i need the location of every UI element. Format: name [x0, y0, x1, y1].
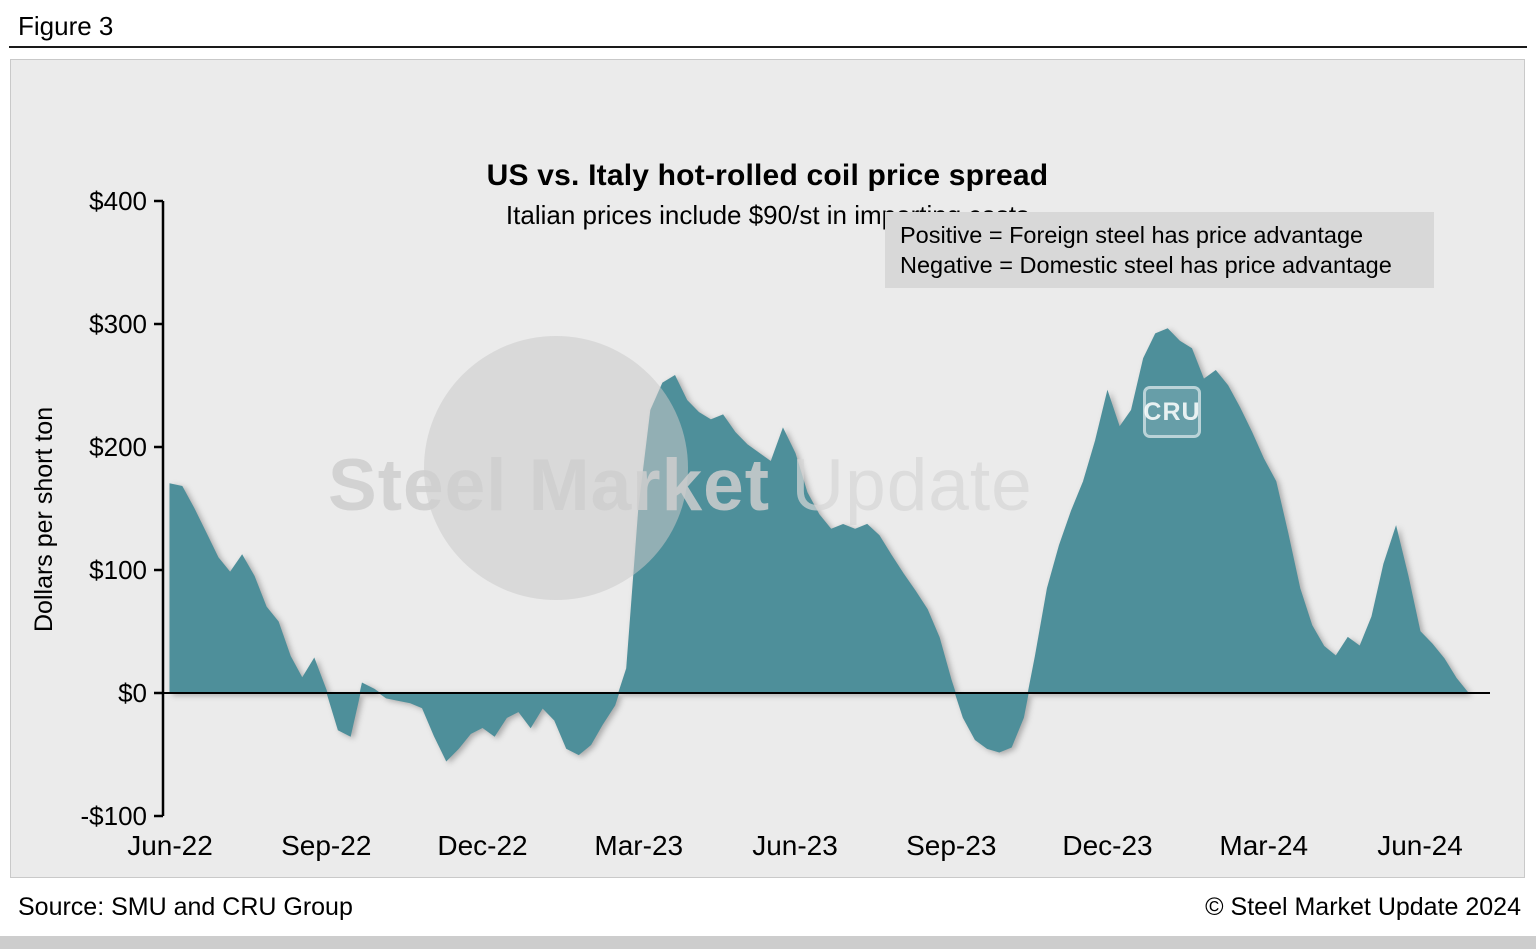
y-tick-label: -$100: [80, 801, 148, 831]
x-tick-label: Jun-24: [1377, 830, 1463, 861]
x-tick-label: Mar-24: [1219, 830, 1309, 861]
x-tick-label: Jun-23: [752, 830, 838, 861]
copyright-notice: © Steel Market Update 2024: [1205, 893, 1521, 921]
x-tick-label: Jun-22: [127, 830, 213, 861]
figure-label: Figure 3: [18, 11, 114, 41]
x-tick-label: Sep-22: [281, 830, 372, 861]
y-tick-label: $400: [89, 186, 147, 216]
bottom-strip: [0, 936, 1536, 949]
source-credit: Source: SMU and CRU Group: [18, 893, 353, 921]
y-tick-label: $200: [89, 432, 147, 462]
x-tick-label: Dec-22: [437, 830, 528, 861]
legend-line-positive: Positive = Foreign steel has price advan…: [900, 222, 1364, 248]
y-tick-label: $300: [89, 309, 147, 339]
x-tick-label: Mar-23: [594, 830, 684, 861]
header-rule: [9, 46, 1527, 48]
legend-line-negative: Negative = Domestic steel has price adva…: [900, 252, 1392, 278]
x-tick-label: Dec-23: [1062, 830, 1153, 861]
y-tick-label: $100: [89, 555, 147, 585]
spread-area-series: [169, 328, 1470, 762]
chart-title: US vs. Italy hot-rolled coil price sprea…: [486, 159, 1049, 192]
price-spread-area-chart: [154, 199, 1490, 818]
x-tick-label: Sep-23: [906, 830, 997, 861]
y-tick-label: $0: [118, 678, 147, 708]
legend-box: Positive = Foreign steel has price advan…: [885, 212, 1434, 288]
